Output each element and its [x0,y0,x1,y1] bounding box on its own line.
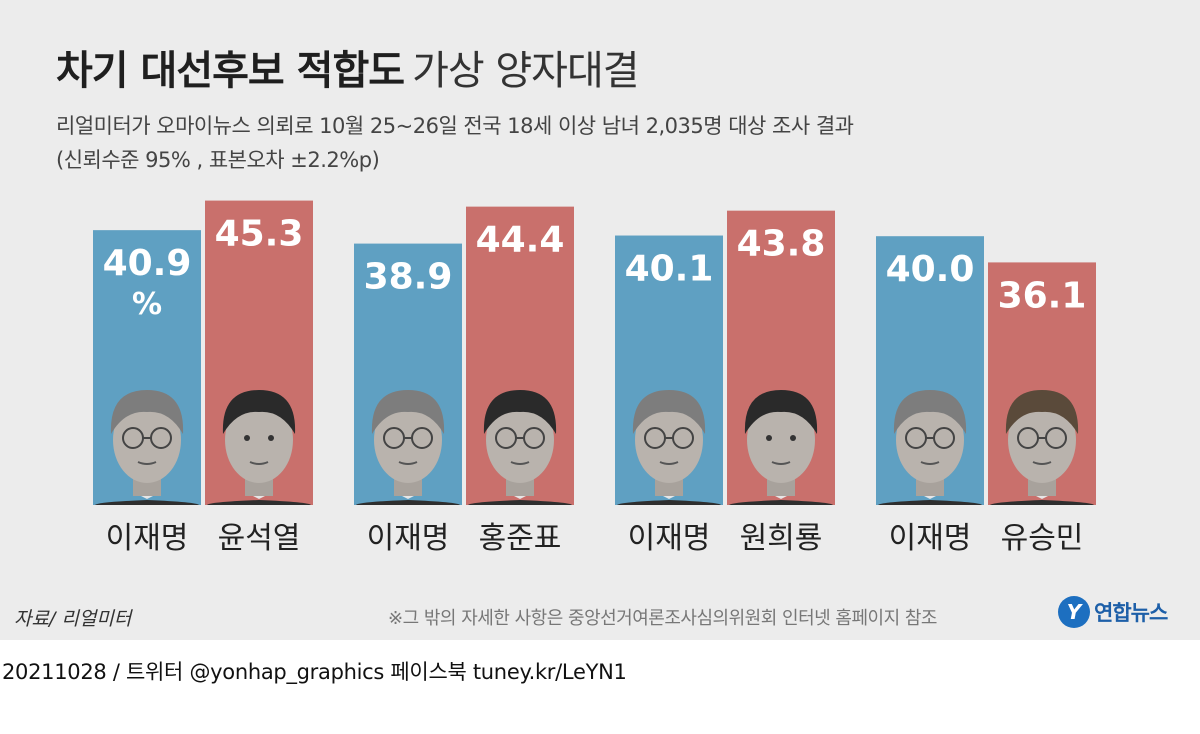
portrait-suit [468,500,572,505]
portrait-mouth [398,461,418,465]
bar-value-label: 40.0 [886,249,975,290]
portrait-suit [617,500,721,505]
bar-group-2-2: 44.4 홍준표 [466,206,574,556]
portrait-hair [744,390,818,434]
portrait-mouth [137,461,157,465]
unit-label: % [132,287,162,322]
portrait-face [113,397,181,483]
candidate-name: 이재명 [367,521,450,556]
bar-value-label: 40.1 [625,249,714,290]
bar-value-label: 43.8 [737,224,826,265]
portrait-hair [1005,390,1079,434]
portrait-mouth [249,461,269,465]
candidate-name: 이재명 [106,521,189,556]
candidate-name: 원희룡 [740,521,823,556]
bar-group-2-1: 38.9 이재명 [354,243,462,556]
portrait-mouth [920,461,940,465]
portrait-face [225,397,293,483]
bar-group-4-2: 36.1 유승민 [988,262,1096,556]
candidate-name: 이재명 [889,521,972,556]
bar-value-label: 36.1 [998,275,1087,316]
bar-value-label: 44.4 [476,220,565,261]
candidate-name: 윤석열 [218,521,301,556]
bar-value-label: 45.3 [215,214,304,255]
bar-group-3-2: 43.8 원희룡 [727,210,835,556]
logo-mark-icon: Y [1058,596,1090,628]
subtitle-confidence: (신뢰수준 95% , 표본오차 ±2.2%p) [56,148,380,172]
footer-credit: 20211028 / 트위터 @yonhap_graphics 페이스북 tun… [2,660,627,684]
portrait-hair [483,390,557,434]
portrait-face [747,397,815,483]
portrait-face [1008,397,1076,483]
portrait-suit [356,500,460,505]
portrait-eye [268,435,274,441]
bar-chart: 40.9% 이재명 45.3 윤석열 38.9 이재명 44.4 홍준표 40.1 이재명 43.8… [93,200,1096,556]
candidate-name: 이재명 [628,521,711,556]
portrait-suit [207,500,311,505]
title-sub: 가상 양자대결 [412,48,640,94]
portrait-mouth [1032,461,1052,465]
bar-group-4-1: 40.0 이재명 [876,236,984,556]
candidate-name: 유승민 [1001,521,1084,556]
portrait-hair [371,390,445,434]
title-main: 차기 대선후보 적합도 [56,48,405,94]
portrait-hair [632,390,706,434]
portrait-suit [990,500,1094,505]
bar-group-3-1: 40.1 이재명 [615,235,723,556]
portrait-face [486,397,554,483]
source-label: 자료/ 리얼미터 [14,608,132,630]
bar-group-1-2: 45.3 윤석열 [205,200,313,556]
bar-group-1-1: 40.9% 이재명 [93,230,201,556]
portrait-face [635,397,703,483]
subtitle-survey-info: 리얼미터가 오마이뉴스 의뢰로 10월 25~26일 전국 18세 이상 남녀 … [56,114,854,138]
candidate-name: 홍준표 [479,521,562,556]
portrait-suit [878,500,982,505]
chart-title: 차기 대선후보 적합도 가상 양자대결 [56,38,640,96]
portrait-hair [222,390,296,434]
bar-value-label: 38.9 [364,257,453,298]
bar-value-label: 40.9 [103,243,192,284]
logo-text: 연합뉴스 [1094,601,1168,625]
portrait-face [374,397,442,483]
portrait-suit [729,500,833,505]
portrait-eye [790,435,796,441]
portrait-eye [244,435,250,441]
portrait-mouth [771,461,791,465]
portrait-eye [766,435,772,441]
portrait-face [896,397,964,483]
disclaimer-note: ※그 밖의 자세한 사항은 중앙선거여론조사심의위원회 인터넷 홈페이지 참조 [388,608,938,629]
yonhap-logo: Y 연합뉴스 [1058,596,1168,628]
portrait-hair [110,390,184,434]
portrait-hair [893,390,967,434]
portrait-mouth [510,461,530,465]
portrait-mouth [659,461,679,465]
portrait-suit [95,500,199,505]
